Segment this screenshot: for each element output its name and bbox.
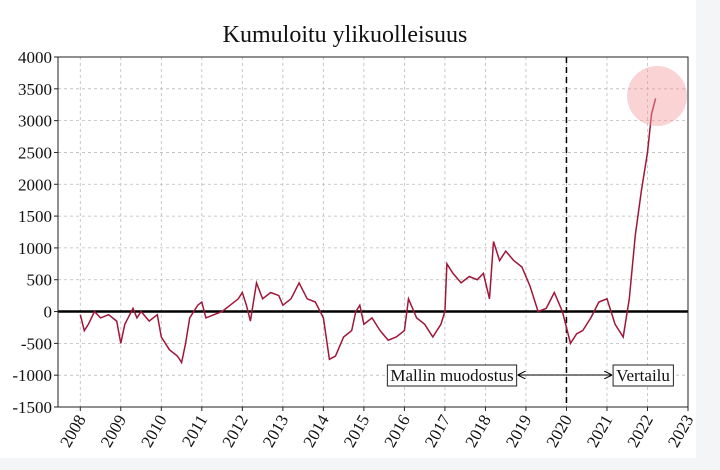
y-tick-label: -1000 bbox=[12, 366, 52, 385]
y-tick-label: 1500 bbox=[18, 207, 52, 226]
chart-title: Kumuloitu ylikuolleisuus bbox=[223, 22, 468, 48]
chart-background bbox=[0, 0, 696, 458]
y-tick-label: 2000 bbox=[18, 175, 52, 194]
annotation-label: Mallin muodostus bbox=[390, 366, 513, 385]
annotation-box bbox=[386, 364, 518, 387]
annotation-label: Vertailu bbox=[616, 366, 670, 385]
y-tick-label: 3000 bbox=[18, 112, 52, 131]
plot-frame bbox=[57, 56, 689, 408]
data-line bbox=[79, 98, 657, 365]
y-tick-label: 2500 bbox=[18, 143, 52, 162]
highlight-circle bbox=[627, 66, 687, 126]
y-tick-label: -500 bbox=[21, 334, 52, 353]
annotation-box bbox=[612, 364, 674, 387]
y-tick-label: 3500 bbox=[18, 80, 52, 99]
y-tick-label: 4000 bbox=[18, 48, 52, 67]
y-tick-label: 0 bbox=[44, 303, 53, 322]
y-tick-label: 500 bbox=[27, 271, 53, 290]
plot bbox=[58, 57, 688, 407]
y-tick-label: 1000 bbox=[18, 239, 52, 258]
y-tick-label: -1500 bbox=[12, 398, 52, 417]
